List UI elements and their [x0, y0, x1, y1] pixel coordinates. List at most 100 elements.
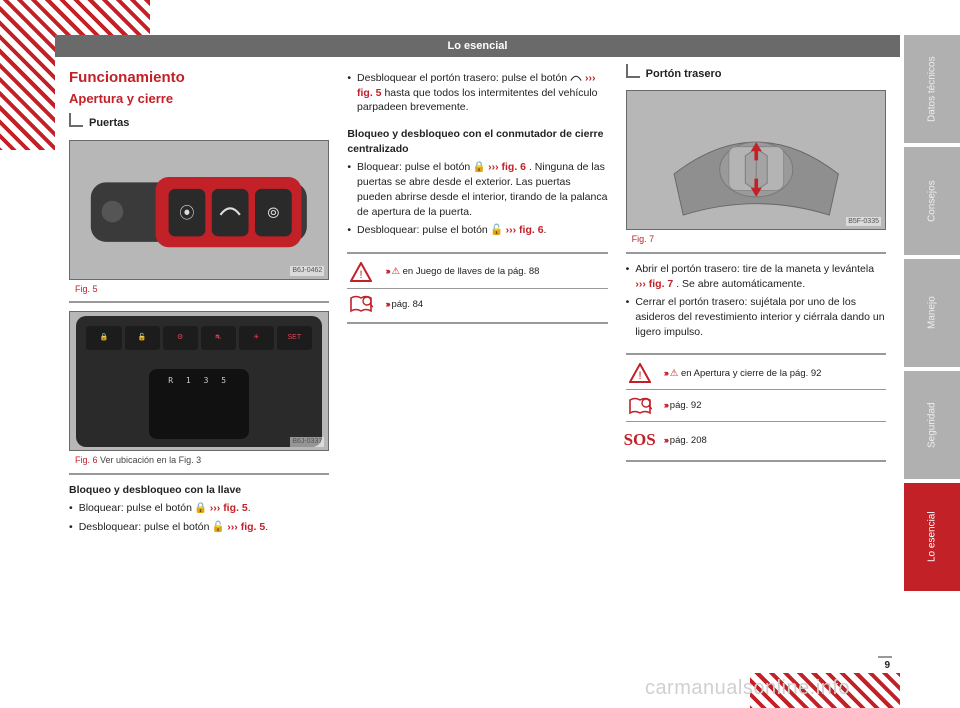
- info-sos-text: ››› pág. 208: [664, 434, 707, 447]
- subhead-tick-icon: [626, 64, 640, 78]
- warning-triangle-icon: !: [347, 262, 375, 282]
- section-header-text: Lo esencial: [448, 40, 508, 52]
- lock-icon: 🔒: [195, 504, 207, 514]
- tab-consejos[interactable]: Consejos: [904, 147, 960, 255]
- heading-funcionamiento: Funcionamiento: [69, 67, 329, 88]
- figure-5-caption: Fig. 5: [69, 280, 329, 304]
- info-warning-text: ››› ⚠ en Juego de llaves de la pág. 88: [385, 265, 539, 278]
- info-row-book-2: ››› pág. 92: [626, 389, 886, 421]
- bullet-open-tailgate: Abrir el portón trasero: tire de la mane…: [626, 262, 886, 291]
- bullet-unlock-text: Desbloquear: pulse el botón: [79, 521, 213, 533]
- svg-text:⦾: ⦾: [268, 205, 280, 222]
- tab-datos-tecnicos[interactable]: Datos técnicos: [904, 35, 960, 143]
- bullet-clock-ref: ››› fig. 6: [488, 161, 526, 173]
- info-row-sos: SOS ››› pág. 208: [626, 421, 886, 458]
- figure-6-caption-text: Ver ubicación en la Fig. 3: [100, 455, 201, 465]
- bullet-open-post: . Se abre automáticamente.: [676, 278, 805, 290]
- bullet-open-ref: ››› fig. 7: [635, 278, 673, 290]
- triple-arrow-icon: ›››: [664, 400, 668, 411]
- info-warning-2-text: ››› ⚠ en Apertura y cierre de la pág. 92: [664, 367, 822, 380]
- bullet-cunlock-pre: Desbloquear: pulse el botón: [357, 224, 491, 236]
- bullet-lock-ref: ››› fig. 5: [210, 502, 248, 514]
- trunk-icon: [570, 73, 582, 83]
- info-row-book: ››› pág. 84: [347, 288, 607, 320]
- block-title-conmutador: Bloqueo y desbloqueo con el conmutador d…: [347, 127, 607, 156]
- console-btn: ⚙: [163, 326, 198, 350]
- book-icon: [626, 397, 654, 415]
- warning-triangle-icon: !: [626, 363, 654, 383]
- tab-manejo[interactable]: Manejo: [904, 259, 960, 367]
- figure-6: 🔒 🔓 ⚙ ⛐ ☀ SET R 1 3 5 B6J-0337: [69, 311, 329, 451]
- bullet-central-unlock: Desbloquear: pulse el botón 🔓 ››› fig. 6…: [347, 223, 607, 238]
- bullet-lock: Bloquear: pulse el botón 🔒 ››› fig. 5.: [69, 501, 329, 516]
- figure-7-caption-label: Fig. 7: [632, 234, 655, 244]
- bullet-clock-pre: Bloquear: pulse el botón: [357, 161, 473, 173]
- info-book-2-label: pág. 92: [670, 400, 702, 411]
- bullet-unlock: Desbloquear: pulse el botón 🔓 ››› fig. 5…: [69, 520, 329, 535]
- sos-icon: SOS: [626, 428, 654, 452]
- side-tabs: Datos técnicos Consejos Manejo Seguridad…: [904, 35, 960, 595]
- bullet-close-tailgate: Cerrar el portón trasero: sujétala por u…: [626, 295, 886, 339]
- tab-seguridad[interactable]: Seguridad: [904, 371, 960, 479]
- bullet-close-text: Cerrar el portón trasero: sujétala por u…: [635, 295, 886, 339]
- figure-5-caption-label: Fig. 5: [75, 284, 98, 294]
- tailgate-illustration: [640, 101, 872, 220]
- console-btn: 🔒: [86, 326, 121, 350]
- tab-lo-esencial[interactable]: Lo esencial: [904, 483, 960, 591]
- figure-7: B5F-0335: [626, 90, 886, 230]
- column-3: Portón trasero B5F-0335: [626, 67, 886, 673]
- book-icon: [347, 295, 375, 313]
- console-btn: ☀: [239, 326, 274, 350]
- info-row-warning: ! ››› ⚠ en Juego de llaves de la pág. 88: [347, 256, 607, 288]
- bullet-unlock-ref: ››› fig. 5: [227, 521, 265, 533]
- figure-5: ⦿ ⦾ B6J-0462: [69, 140, 329, 280]
- bullet-trunk-unlock: Desbloquear el portón trasero: pulse el …: [347, 71, 607, 115]
- console-illustration: 🔒 🔓 ⚙ ⛐ ☀ SET R 1 3 5: [76, 316, 321, 447]
- bullet-lock-text: Bloquear: pulse el botón: [79, 502, 195, 514]
- console-button-row: 🔒 🔓 ⚙ ⛐ ☀ SET: [86, 326, 311, 350]
- figure-7-caption: Fig. 7: [626, 230, 886, 254]
- subhead-puertas: Puertas: [89, 116, 129, 131]
- svg-text:!: !: [638, 370, 641, 382]
- figure-6-code: B6J-0337: [290, 437, 324, 447]
- figure-5-code: B6J-0462: [290, 266, 324, 276]
- gear-shifter: R 1 3 5: [149, 369, 249, 439]
- bullet-trunk-pre: Desbloquear el portón trasero: pulse el …: [357, 72, 570, 84]
- page-frame: Lo esencial Funcionamiento Apertura y ci…: [55, 35, 900, 673]
- triple-arrow-icon: ›››: [385, 266, 389, 277]
- console-btn: ⛐: [201, 326, 236, 350]
- info-book-text: ››› pág. 84: [385, 298, 423, 311]
- info-block-2: ! ››› ⚠ en Apertura y cierre de la pág. …: [626, 353, 886, 462]
- info-book-2-text: ››› pág. 92: [664, 399, 702, 412]
- lock-icon: 🔒: [473, 163, 485, 173]
- console-btn: 🔓: [125, 326, 160, 350]
- section-header: Lo esencial: [55, 35, 900, 57]
- figure-6-caption-label: Fig. 6: [75, 455, 98, 465]
- info-block-1: ! ››› ⚠ en Juego de llaves de la pág. 88…: [347, 252, 607, 324]
- page-number: 9: [884, 660, 890, 671]
- unlock-icon: 🔓: [212, 522, 224, 532]
- key-illustration: ⦿ ⦾: [80, 150, 318, 269]
- column-1: Funcionamiento Apertura y cierre Puertas…: [69, 67, 329, 673]
- column-2: Desbloquear el portón trasero: pulse el …: [347, 67, 607, 673]
- subhead-porton: Portón trasero: [646, 67, 722, 82]
- watermark-text: carmanualsonline.info: [645, 677, 850, 700]
- subhead-tick-icon: [69, 113, 83, 127]
- figure-7-code: B5F-0335: [846, 217, 881, 227]
- triple-arrow-icon: ›››: [385, 299, 389, 310]
- bullet-trunk-post: hasta que todos los intermi­tentes del v…: [357, 87, 597, 114]
- console-btn: SET: [277, 326, 312, 350]
- gear-numbers: R 1 3 5: [168, 375, 230, 386]
- triple-arrow-icon: ›››: [664, 435, 668, 446]
- heading-apertura: Apertura y cierre: [69, 90, 329, 108]
- subhead-porton-wrap: Portón trasero: [626, 67, 886, 82]
- info-warning-label: en Juego de llaves de la pág. 88: [403, 266, 540, 277]
- triple-arrow-icon: ›››: [664, 368, 668, 379]
- bullet-open-pre: Abrir el portón trasero: tire de la mane…: [635, 263, 874, 275]
- svg-text:!: !: [360, 269, 363, 281]
- subhead-puertas-wrap: Puertas: [69, 116, 329, 131]
- info-book-label: pág. 84: [391, 299, 423, 310]
- info-warning-2-label: en Apertura y cierre de la pág. 92: [681, 368, 821, 379]
- unlock-icon: 🔓: [491, 225, 503, 235]
- figure-6-caption: Fig. 6 Ver ubicación en la Fig. 3: [69, 451, 329, 475]
